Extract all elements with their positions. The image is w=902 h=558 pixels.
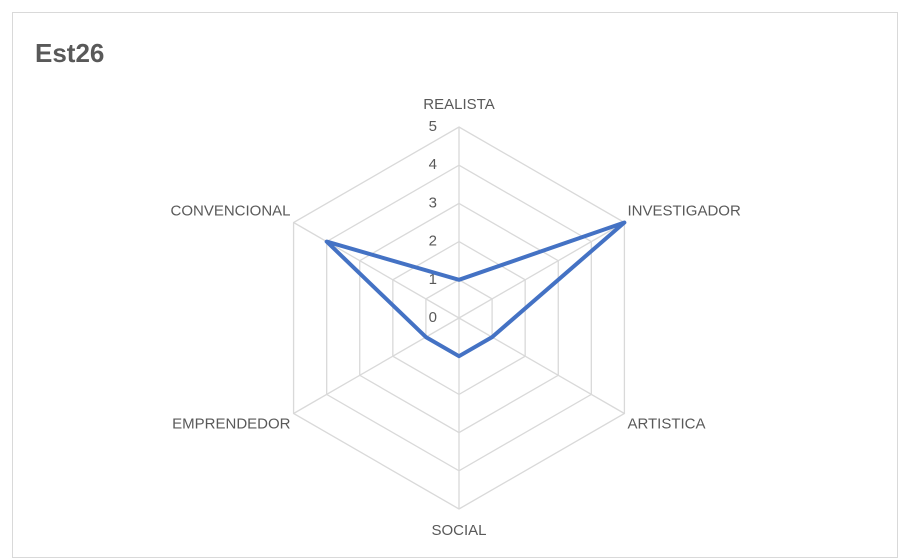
r-tick-label: 4 bbox=[429, 156, 437, 173]
spoke bbox=[293, 221, 460, 319]
r-tick-label: 3 bbox=[429, 194, 437, 211]
chart-frame bbox=[12, 12, 898, 558]
spoke bbox=[458, 221, 625, 319]
category-label: ARTISTICA bbox=[627, 415, 705, 432]
series-line bbox=[324, 220, 627, 359]
category-label: REALISTA bbox=[423, 96, 494, 113]
spoke bbox=[293, 317, 460, 415]
r-tick-label: 1 bbox=[429, 271, 437, 288]
chart-title: Est26 bbox=[35, 38, 104, 68]
r-tick-label: 5 bbox=[429, 118, 437, 135]
category-label: CONVENCIONAL bbox=[171, 202, 291, 219]
spoke bbox=[458, 317, 625, 415]
category-label: INVESTIGADOR bbox=[627, 202, 741, 219]
category-label: EMPRENDEDOR bbox=[172, 415, 291, 432]
r-tick-label: 2 bbox=[429, 233, 437, 250]
r-tick-label: 0 bbox=[429, 309, 437, 326]
category-label: SOCIAL bbox=[431, 522, 486, 539]
